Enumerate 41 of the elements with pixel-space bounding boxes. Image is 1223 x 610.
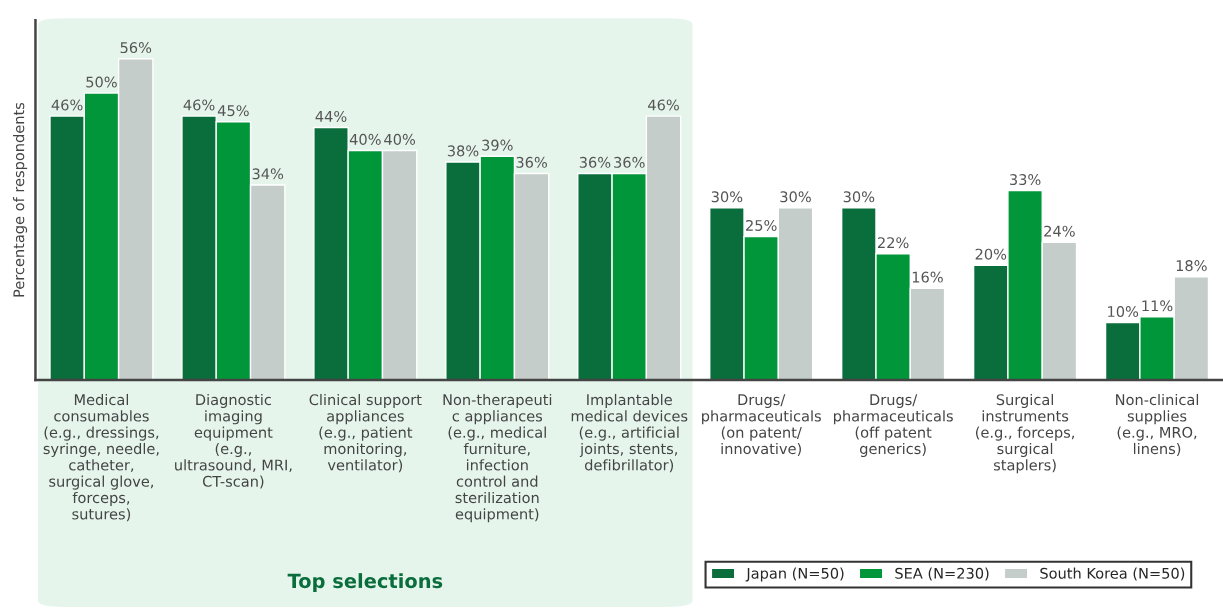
data-label: 36% (614, 156, 645, 168)
data-label: 18% (1176, 260, 1207, 272)
data-label: 22% (877, 237, 909, 249)
data-label: 46% (648, 99, 679, 111)
x-tick-label: Drugs/ pharmaceuticals (off patent generics) (833, 394, 953, 458)
y-axis-title: Percentage of respondents (13, 102, 28, 297)
legend-label: South Korea (N=50) (1040, 567, 1185, 581)
data-label: 56% (120, 42, 152, 54)
data-label: 16% (912, 271, 943, 283)
data-label: 25% (746, 219, 777, 231)
data-label: 46% (183, 99, 215, 111)
data-label: 39% (482, 139, 513, 151)
x-tick-label: Drugs/ pharmaceuticals (on patent/ innovative) (702, 394, 821, 456)
data-label: 40% (384, 133, 416, 145)
band-label: Top selections (287, 573, 443, 592)
data-label: 50% (86, 76, 117, 88)
data-label: 36% (516, 156, 547, 168)
x-tick-label: Non-therapeuti c appliances (e.g., medical furniture, infection control and sterilization equipment) (443, 393, 552, 523)
data-label: 38% (447, 145, 479, 157)
legend-label: Japan (N=50) (745, 567, 844, 582)
x-tick-label: Surgical instruments (e.g., forceps, surgical staplers) (976, 393, 1074, 474)
data-label: 10% (1108, 306, 1139, 318)
data-label: 33% (1009, 174, 1041, 186)
data-label: 36% (579, 156, 611, 168)
data-label: 11% (1142, 300, 1173, 312)
legend-label: SEA (N=230) (895, 567, 989, 581)
data-label: 30% (780, 191, 811, 203)
data-label: 45% (217, 105, 249, 117)
x-tick-label: Non-clinical supplies (e.g., MRO, linens) (1116, 393, 1199, 456)
data-label: 20% (975, 248, 1007, 260)
data-label: 34% (252, 168, 284, 180)
data-label: 40% (349, 133, 381, 145)
data-label: 30% (711, 191, 743, 203)
x-tick-label: Diagnostic imaging equipment (e.g., ultrasound, MRI, CT-scan) (175, 393, 292, 489)
data-label: 30% (843, 191, 875, 203)
data-label: 46% (51, 99, 83, 111)
data-label: 44% (315, 110, 347, 122)
x-tick-label: Clinical support appliances (e.g., patient monitoring, ventilator) (309, 393, 422, 473)
x-tick-label: Implantable medical devices (e.g., artificial joints, stents, defibrillator) (571, 393, 688, 473)
x-tick-label: Medical consumables (e.g., dressings, syringe, needle, catheter, surgical glove, forceps, sutures) (43, 393, 159, 522)
data-label: 24% (1044, 225, 1075, 237)
